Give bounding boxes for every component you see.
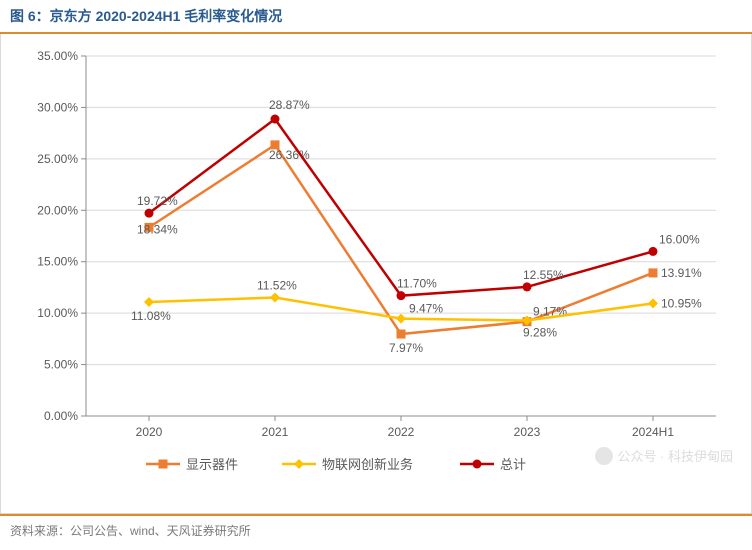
- chart-area: 0.00% 5.00% 10.00% 15.00% 20.00% 25.00% 30.00%…: [0, 34, 752, 514]
- svg-text:总计: 总计: [500, 457, 526, 472]
- source-bar: 资料来源：公司公告、wind、天风证券研究所: [0, 514, 752, 546]
- svg-text:11.52%: 11.52%: [257, 279, 297, 293]
- svg-text:12.55%: 12.55%: [523, 268, 564, 282]
- svg-text:13.91%: 13.91%: [661, 266, 702, 280]
- svg-text:35.00%: 35.00%: [37, 49, 78, 63]
- svg-text:10.00%: 10.00%: [37, 306, 78, 320]
- svg-text:30.00%: 30.00%: [37, 100, 78, 114]
- svg-text:10.95%: 10.95%: [661, 296, 702, 310]
- svg-text:16.00%: 16.00%: [659, 232, 700, 246]
- svg-text:25.00%: 25.00%: [37, 152, 78, 166]
- chart-title: 图 6：京东方 2020-2024H1 毛利率变化情况: [10, 8, 282, 24]
- svg-text:物联网创新业务: 物联网创新业务: [322, 457, 413, 472]
- svg-text:2020: 2020: [136, 425, 163, 439]
- chart-title-bar: 图 6：京东方 2020-2024H1 毛利率变化情况: [0, 0, 752, 34]
- svg-text:2022: 2022: [388, 425, 415, 439]
- figure-container: 图 6：京东方 2020-2024H1 毛利率变化情况 0.00% 5.00% 10…: [0, 0, 752, 546]
- svg-text:7.97%: 7.97%: [389, 341, 423, 355]
- svg-text:19.72%: 19.72%: [137, 194, 178, 208]
- svg-text:18.34%: 18.34%: [137, 222, 178, 236]
- svg-text:显示器件: 显示器件: [186, 457, 238, 472]
- svg-text:20.00%: 20.00%: [37, 203, 78, 217]
- svg-text:2021: 2021: [262, 425, 289, 439]
- watermark: 公众号 · 科技伊甸园: [595, 446, 733, 465]
- svg-text:11.08%: 11.08%: [131, 309, 171, 323]
- wechat-icon: [595, 447, 613, 465]
- line-chart: 0.00% 5.00% 10.00% 15.00% 20.00% 25.00% 30.00%…: [11, 46, 741, 486]
- source-text: 资料来源：公司公告、wind、天风证券研究所: [10, 524, 251, 538]
- svg-text:9.47%: 9.47%: [409, 302, 443, 316]
- svg-text:11.70%: 11.70%: [397, 277, 437, 291]
- svg-text:15.00%: 15.00%: [37, 255, 78, 269]
- svg-text:2023: 2023: [514, 425, 541, 439]
- svg-text:0.00%: 0.00%: [44, 409, 78, 423]
- watermark-text: 公众号 · 科技伊甸园: [617, 446, 733, 465]
- svg-text:5.00%: 5.00%: [44, 358, 78, 372]
- svg-text:28.87%: 28.87%: [269, 98, 310, 112]
- svg-text:9.28%: 9.28%: [523, 326, 557, 340]
- svg-text:2024H1: 2024H1: [632, 425, 674, 439]
